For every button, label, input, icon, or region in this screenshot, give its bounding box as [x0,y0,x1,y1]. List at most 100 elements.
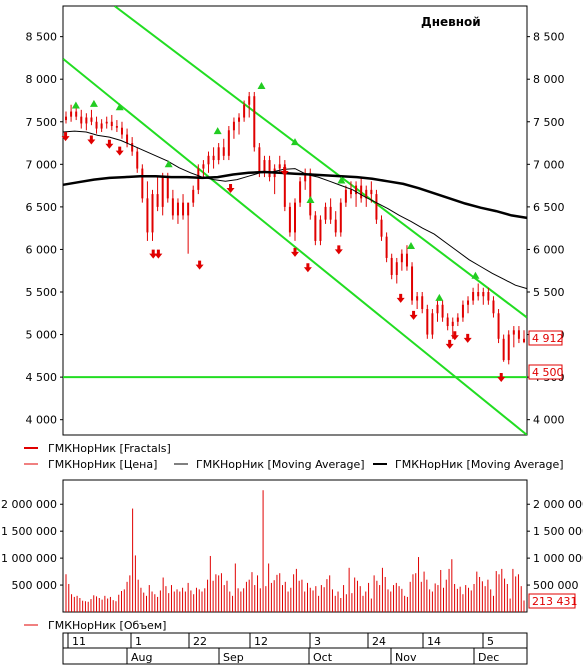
candle-body [156,194,159,207]
fractal-down-marker [303,263,312,273]
candle-body [477,292,480,297]
volume-panel-frame [62,479,528,613]
fractal-up-marker [164,160,173,168]
price-y-tick-label: 4 000 [26,414,58,427]
candle-body [400,253,403,263]
price-y-tick-label: 6 500 [26,201,58,214]
candle-body [441,304,444,318]
candle-body [232,121,235,131]
price-y-tick-label: 8 000 [26,73,58,86]
channel-line [63,57,527,435]
candle-body [334,219,337,233]
volume-y-ticks-right: 2 000 000 1 500 000 1 000 000 500 000 [527,498,583,592]
month-tick-label: Dec [478,651,499,664]
candle-body [492,300,495,314]
fractal-down-marker [226,184,235,194]
candle-body [80,116,83,124]
fractal-down-marker [280,167,289,177]
volume-y-tick-label: 2 000 000 [1,498,57,511]
fractal-down-marker [463,333,472,343]
candle-body [467,300,470,305]
candle-body [136,151,139,169]
fractal-up-marker [337,176,346,184]
candle-body [431,313,434,335]
candle-body [314,215,317,241]
day-tick-label: 12 [254,635,268,648]
candle-body [497,313,500,339]
candle-body [329,206,332,220]
candle-body [75,111,78,117]
fractal-down-marker [497,373,506,383]
fractal-down-marker [334,245,343,255]
price-y-tick-label: 5 500 [26,286,58,299]
fractal-down-marker [115,146,124,156]
candle-body [370,189,373,195]
candle-body [405,253,408,267]
fractal-down-marker [195,260,204,270]
candle-body [344,189,347,203]
channel-line [113,6,527,319]
volume-y-tick-label-right: 2 000 000 [533,498,583,511]
candle-body [166,177,169,199]
level-tag-box [528,364,563,380]
day-tick-label: 22 [193,635,207,648]
level-tag: 4 500 [532,366,564,379]
volume-y-ticks-left: 2 000 000 1 500 000 1 000 000 500 000 [1,498,63,592]
candle-body [110,121,113,127]
fractals [61,81,506,383]
candle-body [176,202,179,216]
candle-body [222,147,225,156]
candle-body [131,143,134,152]
ma-long-line [62,170,528,220]
candle-body [355,185,358,195]
candle-body [426,309,429,335]
fractal-up-marker [257,81,266,89]
fractal-up-marker [115,103,124,111]
candle-body [416,296,419,301]
fractal-down-marker [154,249,163,259]
candle-body [461,304,464,318]
candle-body [146,198,149,233]
candle-body [395,262,398,275]
candle-body [436,304,439,314]
candle-body [238,117,241,122]
candle-body [197,168,200,190]
fractal-down-marker [396,293,405,303]
candle-body [227,130,230,156]
candle-body [517,330,520,339]
candle-body [243,104,246,118]
day-tick-label: 24 [372,635,386,648]
fractal-up-marker [435,293,444,301]
candle-body [161,177,164,207]
price-y-ticks-left: 8 500 8 000 7 500 7 000 6 500 6 000 5 500 5 000… [26,31,63,427]
candle-body [502,338,505,361]
fractal-up-marker [71,101,80,109]
fractal-down-marker [450,331,459,341]
day-tick-label: 14 [427,635,441,648]
legend-label-ma-long: ГМКНорНик [Moving Average] [395,458,564,471]
candle-body [268,160,271,178]
candle-body [202,164,205,169]
candle-body [319,219,322,241]
price-y-tick-label: 5 000 [26,329,58,342]
ma-short-line [62,130,528,290]
price-y-tick-label-right: 6 500 [533,201,565,214]
fractal-up-marker [291,138,299,146]
price-y-tick-label-right: 8 500 [533,31,565,44]
price-y-tick-label: 8 500 [26,31,58,44]
candle-body [451,321,454,327]
day-tick-label: 11 [72,635,86,648]
day-tick-label: 3 [314,635,321,648]
candle-body [126,134,129,144]
candle-body [105,121,108,124]
candle-body [95,121,98,129]
fractal-down-marker [445,339,454,349]
price-y-tick-label-right: 7 000 [533,158,565,171]
candle-body [85,117,88,124]
price-y-tick-label-right: 5 500 [533,286,565,299]
volume-y-tick-label: 1 000 000 [1,552,57,565]
candle-body [421,296,424,310]
candle-body [253,96,256,148]
